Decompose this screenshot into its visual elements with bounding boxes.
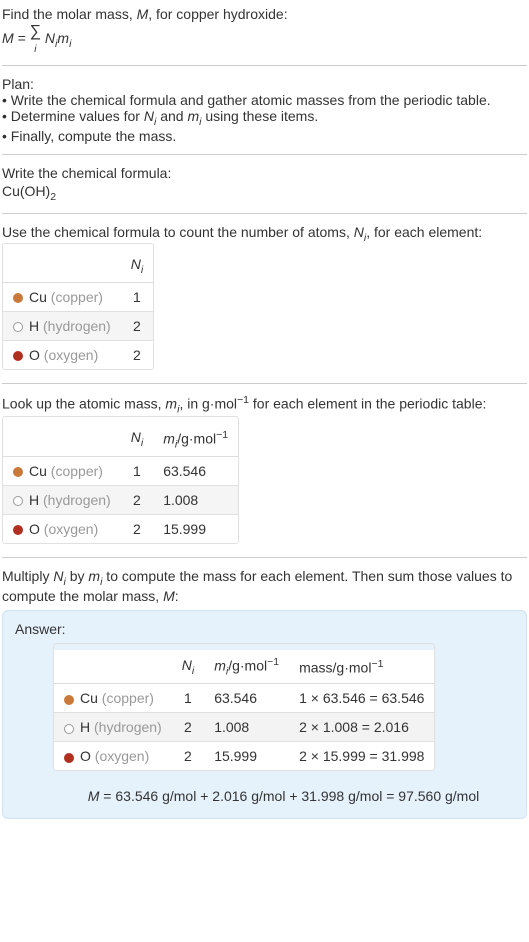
element-symbol: Cu bbox=[80, 690, 98, 706]
plan-bullet-1: • Write the chemical formula and gather … bbox=[2, 92, 527, 108]
element-symbol: H bbox=[80, 719, 90, 735]
count-table: Ni Cu (copper)1H (hydrogen)2O (oxygen)2 bbox=[2, 243, 154, 370]
answer-box: Answer: Ni mi/g·mol−1 mass/g·mol−1 Cu (c… bbox=[2, 610, 527, 819]
divider bbox=[2, 383, 527, 384]
answer-label: Answer: bbox=[15, 621, 514, 637]
element-name: (hydrogen) bbox=[94, 719, 162, 735]
element-name: (oxygen) bbox=[95, 748, 149, 764]
element-dot-icon bbox=[64, 695, 74, 705]
element-symbol: O bbox=[29, 347, 40, 363]
element-name: (copper) bbox=[51, 463, 103, 479]
divider bbox=[2, 213, 527, 214]
table-row: H (hydrogen)21.008 bbox=[3, 486, 238, 515]
plan-bullet-3: • Finally, compute the mass. bbox=[2, 128, 527, 144]
element-dot-icon bbox=[13, 467, 23, 477]
divider bbox=[2, 557, 527, 558]
count-section: Use the chemical formula to count the nu… bbox=[2, 220, 527, 378]
intro-line: Find the molar mass, M, for copper hydro… bbox=[2, 6, 527, 22]
plan-bullet-2: • Determine values for Ni and mi using t… bbox=[2, 108, 527, 128]
element-symbol: O bbox=[80, 748, 91, 764]
element-symbol: O bbox=[29, 521, 40, 537]
element-name: (oxygen) bbox=[44, 521, 98, 537]
element-name: (hydrogen) bbox=[43, 318, 111, 334]
table-row: Cu (copper)1 bbox=[3, 283, 153, 312]
element-symbol: Cu bbox=[29, 463, 47, 479]
chemical-formula-section: Write the chemical formula: Cu(OH)2 bbox=[2, 161, 527, 207]
element-name: (hydrogen) bbox=[43, 492, 111, 508]
element-dot-icon bbox=[13, 322, 23, 332]
element-symbol: H bbox=[29, 318, 39, 334]
element-dot-icon bbox=[64, 753, 74, 763]
element-dot-icon bbox=[13, 496, 23, 506]
table-row: Cu (copper)163.5461 × 63.546 = 63.546 bbox=[54, 684, 434, 713]
multiply-section: Multiply Ni by mi to compute the mass fo… bbox=[2, 564, 527, 823]
divider bbox=[2, 154, 527, 155]
multiply-text: Multiply Ni by mi to compute the mass fo… bbox=[2, 568, 527, 604]
lookup-table: Ni mi/g·mol−1 Cu (copper)163.546H (hydro… bbox=[2, 416, 239, 544]
chem-header: Write the chemical formula: bbox=[2, 165, 527, 181]
table-row: O (oxygen)215.999 bbox=[3, 515, 238, 544]
element-name: (copper) bbox=[102, 690, 154, 706]
lookup-section: Look up the atomic mass, mi, in g·mol−1 … bbox=[2, 390, 527, 551]
chem-formula: Cu(OH)2 bbox=[2, 183, 527, 203]
element-dot-icon bbox=[13, 351, 23, 361]
table-row: Cu (copper)163.546 bbox=[3, 457, 238, 486]
divider bbox=[2, 65, 527, 66]
table-row: H (hydrogen)21.0082 × 1.008 = 2.016 bbox=[54, 713, 434, 742]
final-molar-mass: M = 63.546 g/mol + 2.016 g/mol + 31.998 … bbox=[53, 788, 514, 804]
element-symbol: Cu bbox=[29, 289, 47, 305]
element-name: (copper) bbox=[51, 289, 103, 305]
plan-header: Plan: bbox=[2, 76, 527, 92]
intro: Find the molar mass, M, for copper hydro… bbox=[2, 2, 527, 59]
table-row: O (oxygen)215.9992 × 15.999 = 31.998 bbox=[54, 742, 434, 771]
table-row: H (hydrogen)2 bbox=[3, 312, 153, 341]
table-row: O (oxygen)2 bbox=[3, 341, 153, 370]
plan: Plan: • Write the chemical formula and g… bbox=[2, 72, 527, 148]
element-dot-icon bbox=[13, 293, 23, 303]
answer-table: Ni mi/g·mol−1 mass/g·mol−1 Cu (copper)16… bbox=[53, 643, 435, 771]
count-header: Use the chemical formula to count the nu… bbox=[2, 224, 527, 244]
lookup-header: Look up the atomic mass, mi, in g·mol−1 … bbox=[2, 394, 527, 415]
molar-equation: M = ∑i Nimi bbox=[2, 24, 527, 55]
element-name: (oxygen) bbox=[44, 347, 98, 363]
element-dot-icon bbox=[64, 724, 74, 734]
element-symbol: H bbox=[29, 492, 39, 508]
element-dot-icon bbox=[13, 525, 23, 535]
